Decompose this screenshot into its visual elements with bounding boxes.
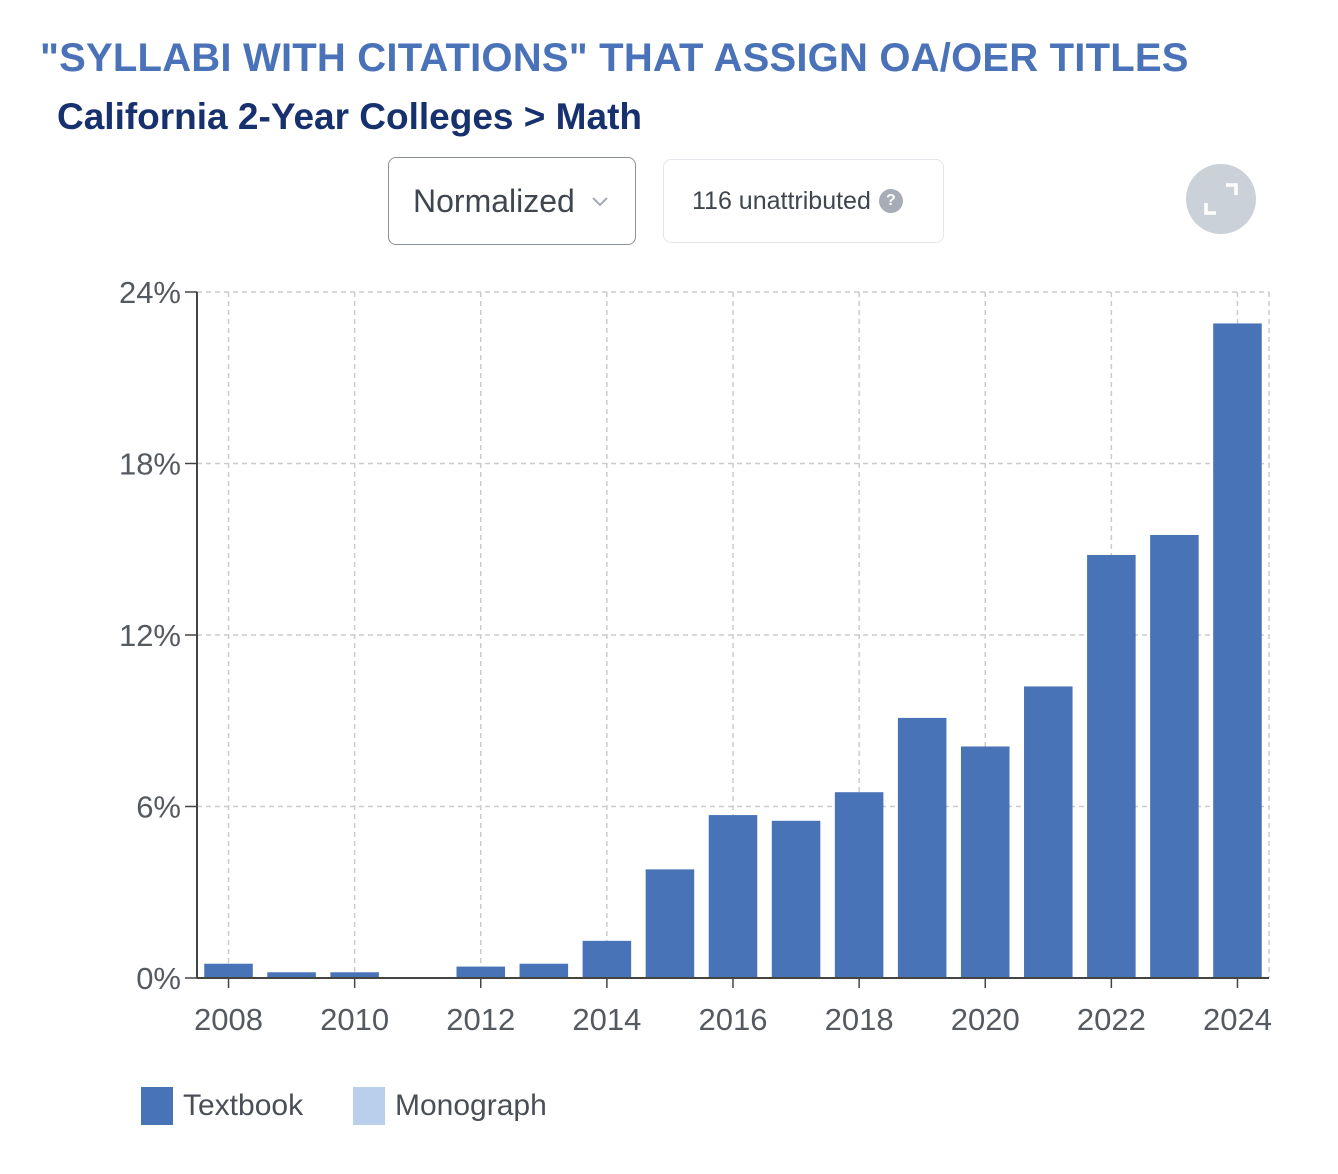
legend-swatch-textbook [141, 1087, 173, 1125]
x-tick-label: 2010 [320, 1002, 389, 1037]
bar-textbook-2023 [1150, 534, 1199, 978]
chart-title: "SYLLABI WITH CITATIONS" THAT ASSIGN OA/… [40, 36, 1189, 80]
x-tick-label: 2014 [572, 1002, 641, 1037]
bar-textbook-2022 [1087, 554, 1136, 978]
chevron-down-icon [592, 197, 608, 207]
bar-textbook-2015 [645, 869, 695, 978]
bar-textbook-2021 [1024, 686, 1073, 978]
bar-textbook-2019 [897, 717, 947, 978]
bar-textbook-2012 [456, 966, 506, 978]
x-tick-label: 2024 [1203, 1002, 1272, 1037]
bar-textbook-2010 [330, 972, 379, 978]
y-tick-label: 24% [119, 275, 181, 310]
y-tick-label: 12% [119, 618, 181, 653]
bar-textbook-2008 [204, 963, 253, 978]
y-tick-label: 6% [136, 790, 181, 825]
expand-icon [1204, 183, 1238, 215]
bar-textbook-2024 [1213, 323, 1262, 979]
legend-swatch-monograph [353, 1087, 385, 1125]
legend-item-textbook[interactable]: Textbook [141, 1086, 303, 1126]
bar-textbook-2017 [771, 820, 821, 978]
question-circle-icon[interactable]: ? [878, 189, 903, 213]
legend-label-textbook: Textbook [183, 1089, 304, 1122]
unattributed-button[interactable]: 116 unattributed ? [663, 159, 944, 243]
x-tick-label: 2018 [825, 1002, 894, 1037]
x-tick-label: 2022 [1077, 1002, 1146, 1037]
normalization-dropdown-label: Normalized [413, 182, 575, 219]
x-tick-label: 2008 [194, 1002, 263, 1037]
x-tick-label: 2012 [446, 1002, 515, 1037]
bar-textbook-2016 [708, 815, 758, 978]
x-tick-label: 2016 [699, 1002, 768, 1037]
y-tick-label: 18% [119, 447, 181, 482]
normalization-dropdown[interactable]: Normalized [388, 157, 636, 245]
bar-textbook-2018 [834, 792, 884, 978]
unattributed-label: 116 unattributed [692, 186, 871, 215]
chart-subtitle: California 2-Year Colleges > Math [57, 96, 642, 137]
bar-textbook-2020 [960, 746, 1010, 978]
bar-textbook-2014 [582, 940, 632, 978]
y-tick-label: 0% [136, 961, 181, 996]
bar-textbook-2009 [267, 972, 316, 978]
x-tick-label: 2020 [951, 1002, 1020, 1037]
legend-label-monograph: Monograph [395, 1089, 547, 1122]
expand-button[interactable] [1186, 164, 1256, 234]
bar-chart: 0% 6% 12% 18% 24% 2008 2010 2012 2014 2016 2018 202… [119, 275, 1272, 1037]
bar-textbook-2013 [519, 963, 569, 978]
legend-item-monograph[interactable]: Monograph [353, 1086, 547, 1126]
